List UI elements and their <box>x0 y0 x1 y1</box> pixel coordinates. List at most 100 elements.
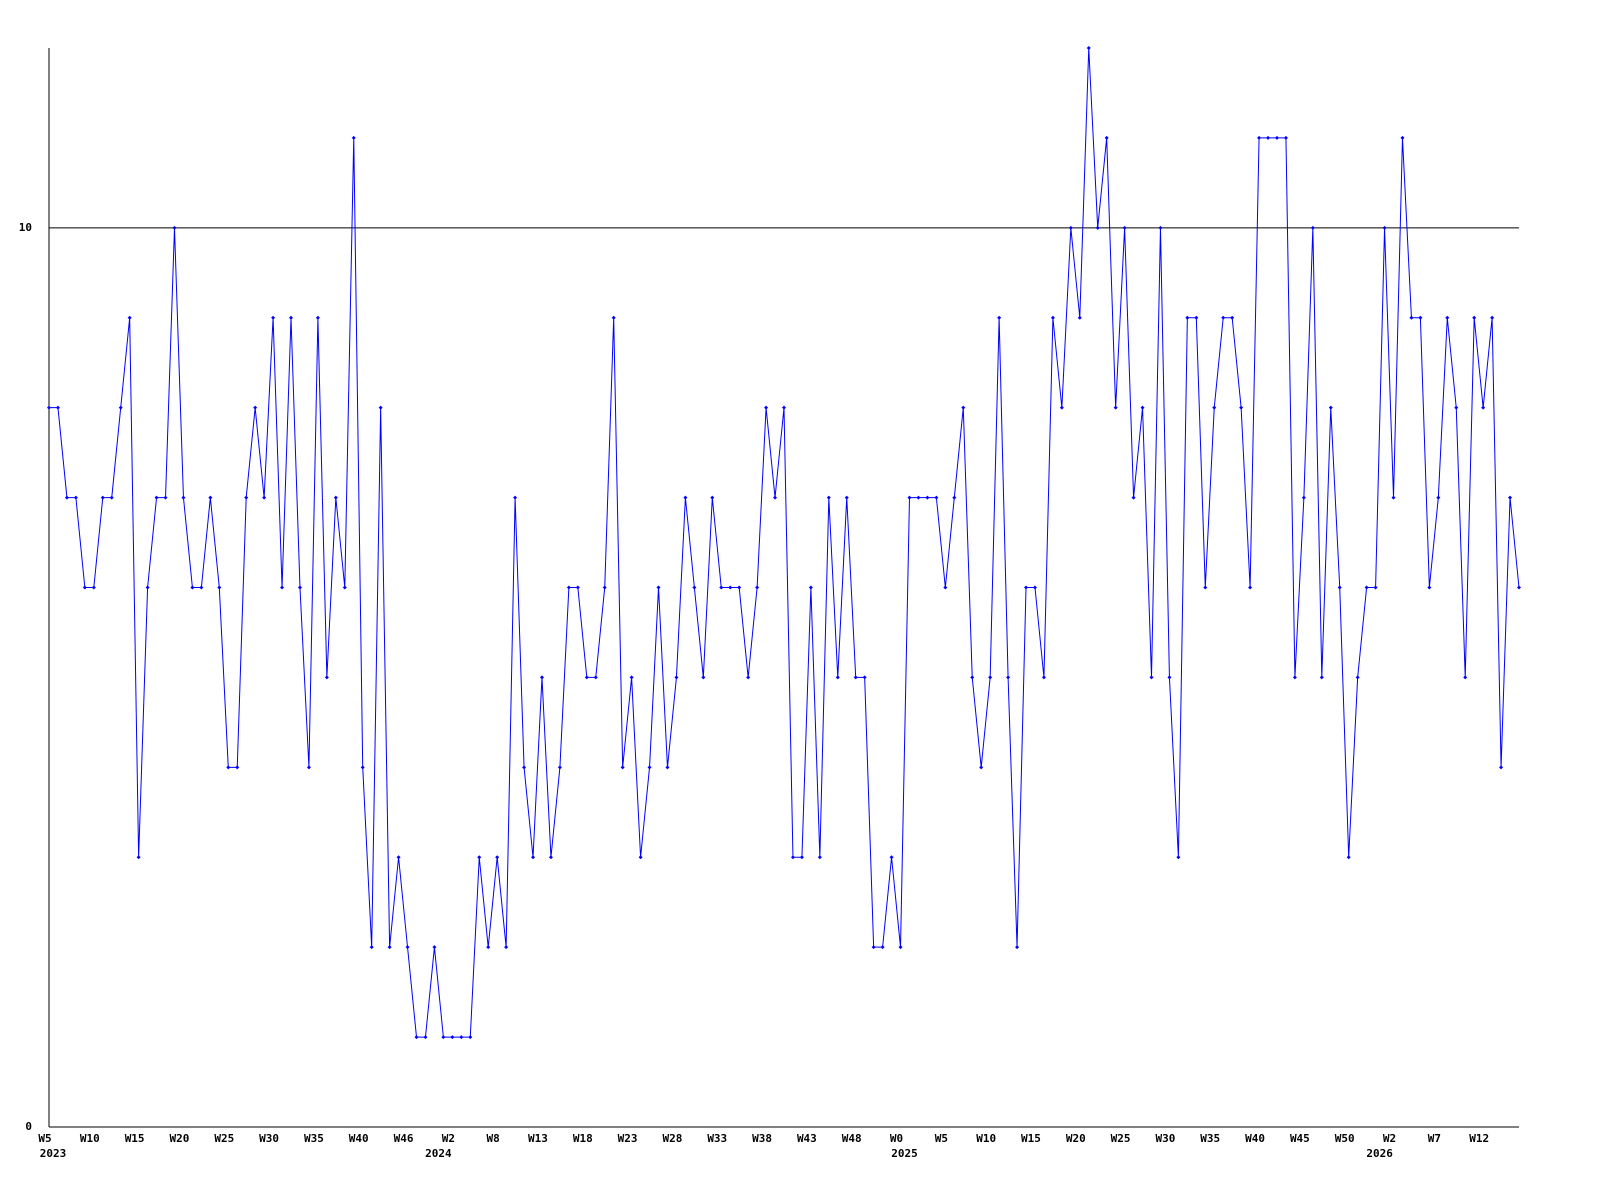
data-point <box>728 585 733 590</box>
data-point <box>1230 315 1235 320</box>
data-point <box>450 1035 455 1040</box>
data-point <box>844 495 849 500</box>
data-point <box>943 585 948 590</box>
data-point <box>253 405 258 410</box>
data-point <box>109 495 114 500</box>
data-point <box>808 585 813 590</box>
data-point <box>100 495 105 500</box>
data-point <box>575 585 580 590</box>
data-point <box>235 765 240 770</box>
data-point <box>925 495 930 500</box>
x-tick-label: W12 <box>1469 1132 1489 1145</box>
x-year-label: 2024 <box>425 1147 452 1160</box>
data-point <box>826 495 831 500</box>
data-point <box>1346 855 1351 860</box>
data-point <box>907 495 912 500</box>
x-tick-label: W20 <box>170 1132 190 1145</box>
x-tick-label: W33 <box>707 1132 727 1145</box>
data-point <box>1185 315 1190 320</box>
data-point <box>566 585 571 590</box>
data-point <box>1445 315 1450 320</box>
data-point <box>1436 495 1441 500</box>
data-point <box>629 675 634 680</box>
data-point <box>1131 495 1136 500</box>
data-point <box>531 855 536 860</box>
data-point <box>504 945 509 950</box>
x-tick-label: W10 <box>976 1132 996 1145</box>
data-point <box>342 585 347 590</box>
data-point <box>916 495 921 500</box>
data-point <box>1490 315 1495 320</box>
data-point <box>710 495 715 500</box>
x-tick-label: W38 <box>752 1132 772 1145</box>
x-tick-label: W45 <box>1290 1132 1310 1145</box>
data-point <box>226 765 231 770</box>
data-point <box>1454 405 1459 410</box>
data-point <box>683 495 688 500</box>
data-point <box>91 585 96 590</box>
data-point <box>1266 135 1271 140</box>
data-point <box>1239 405 1244 410</box>
data-point <box>468 1035 473 1040</box>
data-point <box>1041 675 1046 680</box>
data-point <box>1418 315 1423 320</box>
data-point <box>172 225 177 230</box>
y-tick-label: 10 <box>19 221 32 234</box>
data-point <box>423 1035 428 1040</box>
x-tick-label: W10 <box>80 1132 100 1145</box>
x-year-label: 2023 <box>40 1147 67 1160</box>
data-point <box>1355 675 1360 680</box>
x-tick-label: W5 <box>935 1132 948 1145</box>
data-point <box>961 405 966 410</box>
x-tick-label: W48 <box>842 1132 862 1145</box>
data-point <box>82 585 87 590</box>
x-tick-label: W30 <box>1155 1132 1175 1145</box>
x-tick-label: W25 <box>214 1132 234 1145</box>
data-point <box>1463 675 1468 680</box>
data-point <box>1104 135 1109 140</box>
data-point <box>817 855 822 860</box>
data-point <box>1113 405 1118 410</box>
data-point <box>1283 135 1288 140</box>
data-point <box>1095 225 1100 230</box>
data-point <box>369 945 374 950</box>
x-tick-label: W50 <box>1335 1132 1355 1145</box>
data-point <box>414 1035 419 1040</box>
data-point <box>1149 675 1154 680</box>
x-tick-label: W35 <box>1200 1132 1220 1145</box>
data-point <box>486 945 491 950</box>
data-point <box>1319 675 1324 680</box>
data-point <box>1140 405 1145 410</box>
data-point <box>324 675 329 680</box>
data-point <box>584 675 589 680</box>
data-point <box>1122 225 1127 230</box>
data-point <box>1167 675 1172 680</box>
data-point <box>1077 315 1082 320</box>
data-point <box>1015 945 1020 950</box>
data-point <box>997 315 1002 320</box>
data-point <box>244 495 249 500</box>
data-point <box>477 855 482 860</box>
data-point <box>1024 585 1029 590</box>
data-point <box>1006 675 1011 680</box>
data-point <box>1400 135 1405 140</box>
data-point <box>1517 585 1521 590</box>
data-point <box>692 585 697 590</box>
x-tick-label: W28 <box>663 1132 683 1145</box>
data-point <box>441 1035 446 1040</box>
data-point <box>1292 675 1297 680</box>
data-point <box>602 585 607 590</box>
data-point <box>405 945 410 950</box>
x-tick-label: W30 <box>259 1132 279 1145</box>
data-point <box>755 585 760 590</box>
data-point <box>665 765 670 770</box>
data-point <box>1050 315 1055 320</box>
data-point <box>880 945 885 950</box>
data-point <box>737 585 742 590</box>
data-point <box>889 855 894 860</box>
data-point <box>970 675 975 680</box>
data-point <box>459 1035 464 1040</box>
data-point <box>1427 585 1432 590</box>
x-tick-label: W15 <box>1021 1132 1041 1145</box>
